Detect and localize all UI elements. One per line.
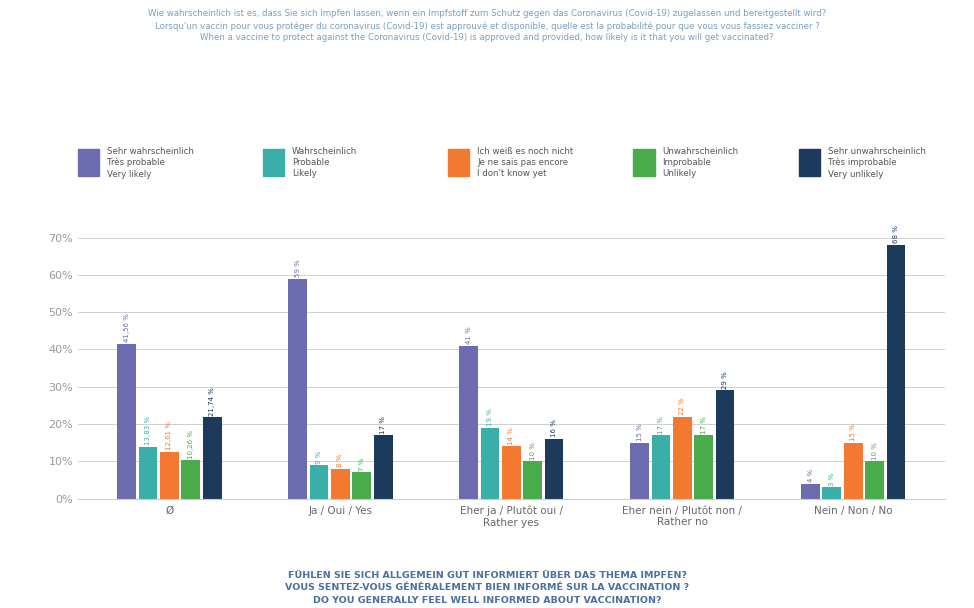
Text: 22 %: 22 % (679, 398, 686, 415)
Bar (544, 439, 564, 499)
Text: 9 %: 9 % (316, 450, 322, 463)
Text: 17 %: 17 % (700, 416, 707, 434)
Bar (310, 465, 328, 499)
Text: Sehr wahrscheinlich
Très probable
Very likely: Sehr wahrscheinlich Très probable Very l… (107, 147, 194, 179)
Text: 7 %: 7 % (358, 458, 365, 471)
Bar (886, 245, 906, 499)
Bar (459, 346, 478, 499)
Text: 12,61 %: 12,61 % (167, 421, 172, 450)
Text: 29 %: 29 % (722, 371, 728, 389)
Text: 41 %: 41 % (466, 326, 471, 344)
Bar (203, 418, 222, 499)
Bar (480, 427, 500, 499)
Bar (181, 460, 201, 499)
Bar (138, 447, 158, 499)
Text: 10 %: 10 % (872, 442, 878, 460)
Text: 41,56 %: 41,56 % (124, 313, 130, 342)
Text: 4 %: 4 % (807, 469, 813, 482)
Text: 8 %: 8 % (337, 454, 344, 467)
Text: 10 %: 10 % (530, 442, 536, 460)
Bar (801, 483, 820, 499)
Text: 10,26 %: 10,26 % (188, 430, 194, 459)
Text: 15 %: 15 % (637, 423, 643, 441)
Text: 19 %: 19 % (487, 409, 493, 426)
Text: Unwahrscheinlich
Improbable
Unlikely: Unwahrscheinlich Improbable Unlikely (662, 147, 738, 178)
Text: Sehr unwahrscheinlich
Très improbable
Very unlikely: Sehr unwahrscheinlich Très improbable Ve… (828, 147, 925, 179)
Text: Wahrscheinlich
Probable
Likely: Wahrscheinlich Probable Likely (292, 147, 357, 178)
Text: 15 %: 15 % (850, 423, 856, 441)
Text: Ich weiß es noch nicht
Je ne sais pas encore
I don't know yet: Ich weiß es noch nicht Je ne sais pas en… (477, 147, 574, 178)
Bar (822, 488, 842, 499)
Text: 13,83 %: 13,83 % (145, 416, 151, 446)
Bar (502, 446, 521, 499)
Text: 17 %: 17 % (380, 416, 386, 434)
Bar (288, 278, 307, 499)
Bar (652, 435, 670, 499)
Text: 68 %: 68 % (893, 226, 899, 243)
Bar (716, 390, 734, 499)
Bar (630, 443, 649, 499)
Text: FÜHLEN SIE SICH ALLGEMEIN GUT INFORMIERT ÜBER DAS THEMA IMPFEN?
VOUS SENTEZ-VOUS: FÜHLEN SIE SICH ALLGEMEIN GUT INFORMIERT… (285, 571, 689, 605)
Bar (117, 344, 136, 499)
Text: 21,74 %: 21,74 % (209, 387, 215, 416)
Text: 59 %: 59 % (295, 259, 301, 277)
Bar (353, 472, 371, 499)
Bar (673, 416, 692, 499)
Text: 16 %: 16 % (551, 420, 557, 437)
Bar (865, 461, 884, 499)
Text: Wie wahrscheinlich ist es, dass Sie sich impfen lassen, wenn ein Impfstoff zum S: Wie wahrscheinlich ist es, dass Sie sich… (148, 9, 826, 43)
Text: 14 %: 14 % (508, 427, 514, 445)
Bar (694, 435, 713, 499)
Bar (160, 452, 179, 499)
Bar (523, 461, 543, 499)
Text: 17 %: 17 % (657, 416, 664, 434)
Bar (331, 469, 350, 499)
Bar (374, 435, 393, 499)
Text: 3 %: 3 % (829, 472, 835, 486)
Bar (843, 443, 863, 499)
